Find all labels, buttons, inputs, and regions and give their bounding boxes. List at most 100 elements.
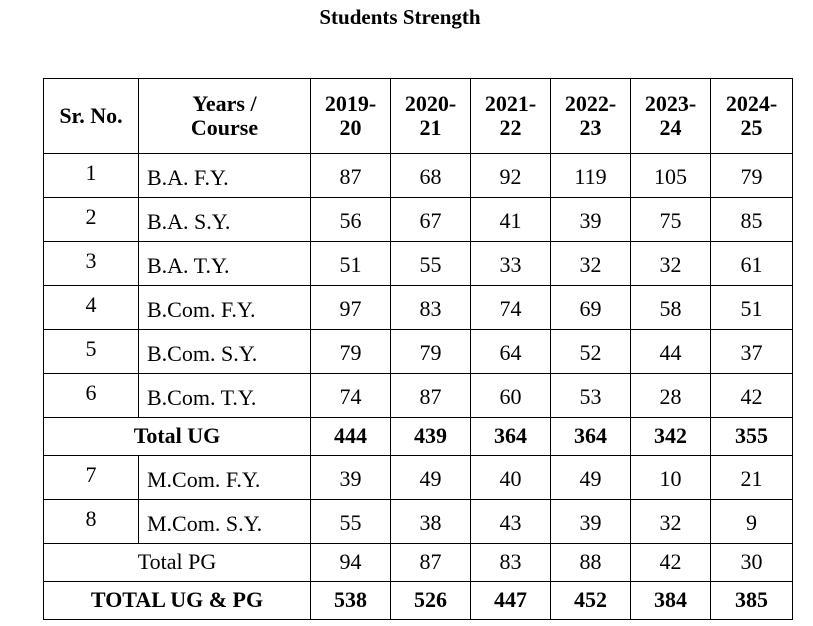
value-cell: 37: [710, 329, 793, 374]
value-cell: 69: [550, 285, 631, 330]
value-cell: 21: [710, 455, 793, 500]
value-cell: 32: [630, 499, 711, 544]
value-cell: 355: [710, 417, 793, 456]
value-cell: 87: [390, 373, 471, 418]
value-cell: 119: [550, 153, 631, 198]
value-cell: 40: [470, 455, 551, 500]
value-cell: 68: [390, 153, 471, 198]
value-cell: 33: [470, 241, 551, 286]
value-cell: 28: [630, 373, 711, 418]
table-row: 8 M.Com. S.Y. 55 38 43 39 32 9: [43, 499, 793, 544]
value-cell: 79: [710, 153, 793, 198]
value-cell: 444: [310, 417, 391, 456]
column-header: 2021- 22: [470, 78, 551, 154]
course-cell: B.A. F.Y.: [138, 153, 311, 198]
value-cell: 53: [550, 373, 631, 418]
sr-no-cell: 2: [43, 197, 139, 242]
value-cell: 55: [310, 499, 391, 544]
value-cell: 58: [630, 285, 711, 330]
value-cell: 61: [710, 241, 793, 286]
total-row: TOTAL UG & PG 538 526 447 452 384 385: [43, 581, 793, 620]
total-label: Total PG: [43, 543, 311, 582]
value-cell: 74: [310, 373, 391, 418]
value-cell: 67: [390, 197, 471, 242]
total-label: Total UG: [43, 417, 311, 456]
value-cell: 51: [710, 285, 793, 330]
value-cell: 384: [630, 581, 711, 620]
value-cell: 92: [470, 153, 551, 198]
header-row: Sr. No. Years / Course 2019- 20 2020- 21 2021- 2…: [43, 78, 793, 154]
course-cell: M.Com. S.Y.: [138, 499, 311, 544]
value-cell: 44: [630, 329, 711, 374]
page-title: Students Strength: [319, 5, 481, 29]
value-cell: 55: [390, 241, 471, 286]
column-header: 2019- 20: [310, 78, 391, 154]
value-cell: 85: [710, 197, 793, 242]
value-cell: 43: [470, 499, 551, 544]
course-cell: B.Com. F.Y.: [138, 285, 311, 330]
sr-no-cell: 3: [43, 241, 139, 286]
sr-no-cell: 7: [43, 455, 139, 500]
column-header: 2023- 24: [630, 78, 711, 154]
table-row: 4 B.Com. F.Y. 97 83 74 69 58 51: [43, 285, 793, 330]
total-row: Total UG 444 439 364 364 342 355: [43, 417, 793, 456]
value-cell: 42: [710, 373, 793, 418]
value-cell: 30: [710, 543, 793, 582]
total-label: TOTAL UG & PG: [43, 581, 311, 620]
column-header: 2020- 21: [390, 78, 471, 154]
value-cell: 42: [630, 543, 711, 582]
value-cell: 51: [310, 241, 391, 286]
value-cell: 105: [630, 153, 711, 198]
value-cell: 79: [390, 329, 471, 374]
value-cell: 49: [390, 455, 471, 500]
sr-no-cell: 4: [43, 285, 139, 330]
value-cell: 60: [470, 373, 551, 418]
value-cell: 452: [550, 581, 631, 620]
value-cell: 56: [310, 197, 391, 242]
value-cell: 385: [710, 581, 793, 620]
value-cell: 41: [470, 197, 551, 242]
value-cell: 64: [470, 329, 551, 374]
value-cell: 39: [550, 197, 631, 242]
value-cell: 32: [630, 241, 711, 286]
value-cell: 97: [310, 285, 391, 330]
students-strength-table: Sr. No. Years / Course 2019- 20 2020- 21 2021- 2…: [43, 78, 793, 620]
value-cell: 75: [630, 197, 711, 242]
value-cell: 38: [390, 499, 471, 544]
table-row: 2 B.A. S.Y. 56 67 41 39 75 85: [43, 197, 793, 242]
value-cell: 87: [310, 153, 391, 198]
value-cell: 526: [390, 581, 471, 620]
value-cell: 364: [470, 417, 551, 456]
course-cell: B.Com. S.Y.: [138, 329, 311, 374]
column-header: Sr. No.: [43, 78, 139, 154]
value-cell: 83: [390, 285, 471, 330]
table-row: 1 B.A. F.Y. 87 68 92 119 105 79: [43, 153, 793, 198]
value-cell: 39: [550, 499, 631, 544]
value-cell: 49: [550, 455, 631, 500]
total-row: Total PG 94 87 83 88 42 30: [43, 543, 793, 582]
value-cell: 10: [630, 455, 711, 500]
sr-no-cell: 5: [43, 329, 139, 374]
course-cell: B.Com. T.Y.: [138, 373, 311, 418]
value-cell: 52: [550, 329, 631, 374]
value-cell: 88: [550, 543, 631, 582]
sr-no-cell: 1: [43, 153, 139, 198]
value-cell: 94: [310, 543, 391, 582]
column-header: 2022- 23: [550, 78, 631, 154]
value-cell: 342: [630, 417, 711, 456]
table-row: 6 B.Com. T.Y. 74 87 60 53 28 42: [43, 373, 793, 418]
sr-no-cell: 6: [43, 373, 139, 418]
course-cell: B.A. S.Y.: [138, 197, 311, 242]
column-header: 2024- 25: [710, 78, 793, 154]
value-cell: 447: [470, 581, 551, 620]
table-row: 5 B.Com. S.Y. 79 79 64 52 44 37: [43, 329, 793, 374]
value-cell: 439: [390, 417, 471, 456]
value-cell: 39: [310, 455, 391, 500]
value-cell: 538: [310, 581, 391, 620]
value-cell: 87: [390, 543, 471, 582]
value-cell: 79: [310, 329, 391, 374]
course-cell: M.Com. F.Y.: [138, 455, 311, 500]
value-cell: 74: [470, 285, 551, 330]
column-header: Years / Course: [138, 78, 311, 154]
value-cell: 83: [470, 543, 551, 582]
